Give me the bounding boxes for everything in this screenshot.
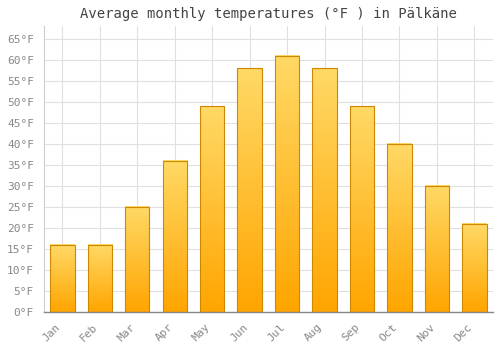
- Bar: [424, 186, 449, 312]
- Bar: [275, 56, 299, 312]
- Bar: [388, 144, 411, 312]
- Bar: [462, 224, 486, 312]
- Bar: [50, 245, 74, 312]
- Bar: [350, 106, 374, 312]
- Bar: [200, 106, 224, 312]
- Bar: [238, 68, 262, 312]
- Bar: [162, 161, 187, 312]
- Bar: [125, 207, 150, 312]
- Bar: [312, 68, 336, 312]
- Bar: [88, 245, 112, 312]
- Title: Average monthly temperatures (°F ) in Pälkäne: Average monthly temperatures (°F ) in Pä…: [80, 7, 457, 21]
